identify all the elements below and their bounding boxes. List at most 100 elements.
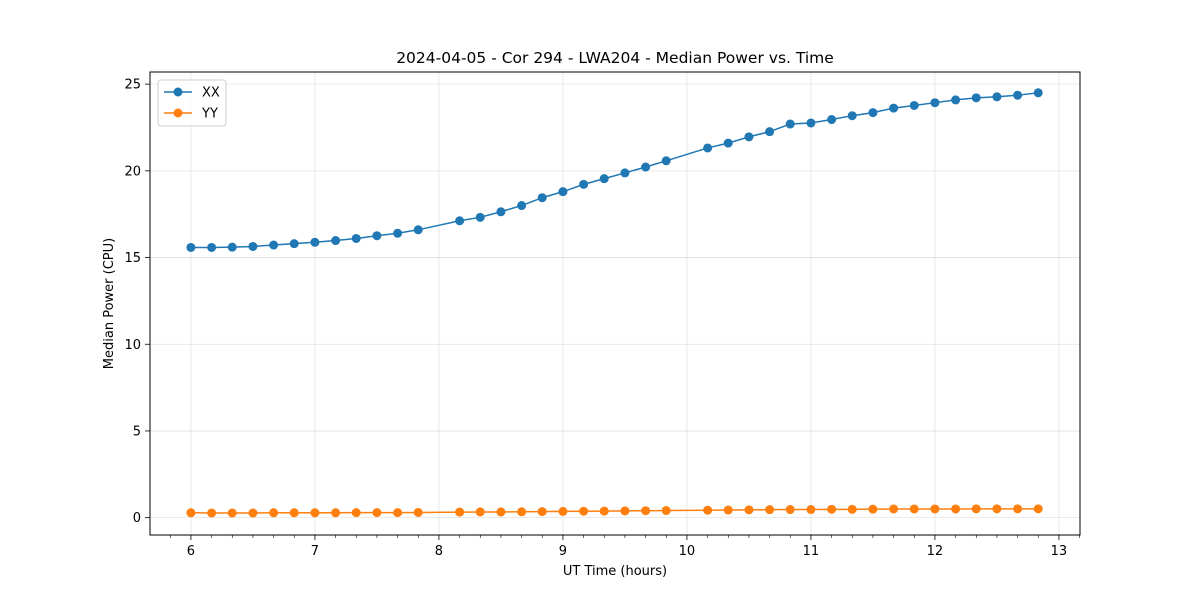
data-point-yy [455,507,465,517]
data-point-xx [351,233,361,243]
data-point-xx [620,168,630,178]
data-point-yy [351,508,361,518]
data-point-yy [951,504,961,514]
data-point-yy [703,505,713,515]
data-point-yy [372,508,382,518]
data-point-xx [765,127,775,137]
data-point-yy [806,505,816,515]
legend-marker [173,108,183,118]
data-point-yy [661,506,671,516]
data-point-yy [1033,504,1043,514]
legend-marker [173,87,183,97]
data-point-xx [992,92,1002,102]
data-point-xx [227,242,237,252]
data-point-xx [785,119,795,129]
x-tick-label: 6 [187,544,195,559]
data-point-yy [496,507,506,517]
data-point-yy [847,504,857,514]
x-tick-label: 11 [803,544,820,559]
data-point-xx [496,207,506,217]
x-tick-label: 9 [559,544,567,559]
data-point-yy [331,508,341,518]
legend-items: XX YY [164,86,220,122]
series-line-xx [190,92,1039,249]
data-point-yy [641,506,651,516]
data-point-xx [207,242,217,252]
data-point-yy [1013,504,1023,514]
data-point-xx [579,179,589,189]
data-point-xx [1033,88,1043,98]
data-point-yy [558,506,568,516]
axis-ticks: 6 7 8 9 10 11 12 13 0 5 10 15 20 25 [124,78,1080,559]
legend-item-xx: XX [164,86,220,101]
legend: XX YY [157,79,227,127]
series-xx [186,88,1043,252]
data-point-xx [393,228,403,238]
data-point-xx [744,132,754,142]
data-point-xx [289,239,299,249]
y-tick-label: 15 [124,251,141,266]
data-point-yy [744,505,754,515]
data-point-yy [248,508,258,518]
data-point-yy [310,508,320,518]
data-point-yy [827,504,837,514]
data-point-yy [889,504,899,514]
data-point-xx [310,237,320,247]
series-layer [186,88,1043,518]
x-tick-label: 12 [927,544,944,559]
data-point-yy [289,508,299,518]
data-point-yy [765,505,775,515]
data-point-xx [723,138,733,148]
data-point-yy [517,507,527,517]
y-tick-label: 5 [133,424,141,439]
legend-label: XX [202,86,220,101]
data-point-xx [331,236,341,246]
x-tick-label: 7 [311,544,319,559]
data-point-xx [889,103,899,113]
data-point-yy [269,508,279,518]
data-point-xx [868,108,878,118]
data-point-yy [909,504,919,514]
grid [150,72,1080,535]
data-point-yy [992,504,1002,514]
y-tick-label: 20 [124,164,141,179]
data-point-yy [413,507,423,517]
data-point-xx [517,201,527,211]
data-point-yy [227,508,237,518]
data-point-yy [186,508,196,518]
chart-title: 2024-04-05 - Cor 294 - LWA204 - Median P… [396,49,834,67]
data-point-xx [475,212,485,222]
y-tick-label: 25 [124,78,141,93]
x-tick-label: 10 [679,544,696,559]
legend-label: YY [201,107,218,122]
data-point-yy [971,504,981,514]
data-point-yy [930,504,940,514]
data-point-xx [909,100,919,110]
data-point-xx [847,111,857,121]
data-point-yy [393,508,403,518]
data-point-xx [661,156,671,166]
data-point-xx [537,193,547,203]
y-tick-label: 10 [124,338,141,353]
data-point-xx [806,118,816,128]
data-point-xx [599,174,609,184]
data-point-xx [641,162,651,172]
plot-frame [149,71,1081,536]
data-point-xx [248,241,258,251]
data-point-yy [579,506,589,516]
data-point-xx [827,115,837,125]
data-point-xx [1013,90,1023,100]
data-point-xx [951,95,961,105]
series-line-yy [190,508,1039,514]
legend-item-yy: YY [164,107,218,122]
data-point-yy [868,504,878,514]
data-point-xx [269,240,279,250]
data-point-yy [785,505,795,515]
x-tick-label: 13 [1051,544,1068,559]
series-yy [186,504,1043,518]
data-point-yy [599,506,609,516]
data-point-xx [372,231,382,241]
x-tick-label: 8 [435,544,443,559]
data-point-xx [455,216,465,226]
data-point-xx [703,143,713,153]
